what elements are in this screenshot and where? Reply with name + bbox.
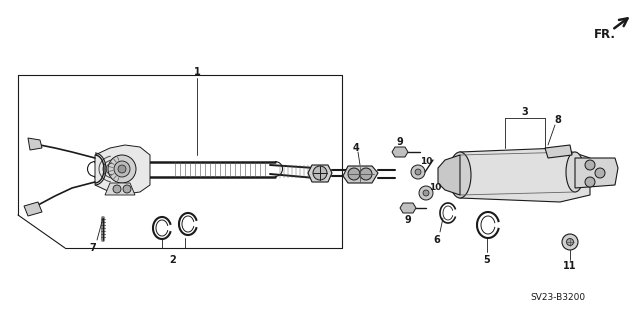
- Text: 8: 8: [555, 115, 561, 125]
- Text: 4: 4: [353, 143, 360, 153]
- Circle shape: [585, 177, 595, 187]
- Polygon shape: [308, 165, 332, 182]
- Polygon shape: [575, 158, 618, 188]
- Polygon shape: [24, 202, 42, 216]
- Text: 7: 7: [90, 243, 97, 253]
- Polygon shape: [392, 147, 408, 157]
- Text: 6: 6: [434, 235, 440, 245]
- Circle shape: [423, 190, 429, 196]
- Circle shape: [108, 155, 136, 183]
- Text: 5: 5: [484, 255, 490, 265]
- Polygon shape: [105, 183, 135, 195]
- Text: 11: 11: [563, 261, 577, 271]
- Text: FR.: FR.: [594, 27, 616, 41]
- Circle shape: [411, 165, 425, 179]
- Text: 3: 3: [522, 107, 529, 117]
- Text: 9: 9: [397, 137, 403, 147]
- Circle shape: [562, 234, 578, 250]
- Circle shape: [415, 169, 421, 175]
- Ellipse shape: [566, 152, 584, 192]
- Circle shape: [118, 165, 126, 173]
- Text: SV23-B3200: SV23-B3200: [531, 293, 586, 302]
- Circle shape: [360, 168, 372, 180]
- Text: 1: 1: [194, 67, 200, 77]
- Text: 2: 2: [170, 255, 177, 265]
- Polygon shape: [400, 203, 416, 213]
- Polygon shape: [343, 166, 378, 183]
- Circle shape: [114, 161, 130, 177]
- Circle shape: [123, 185, 131, 193]
- Text: 10: 10: [429, 183, 441, 192]
- Circle shape: [348, 168, 360, 180]
- Polygon shape: [28, 138, 42, 150]
- Polygon shape: [95, 145, 150, 194]
- Circle shape: [113, 185, 121, 193]
- Circle shape: [313, 166, 327, 180]
- Text: 10: 10: [420, 158, 432, 167]
- Polygon shape: [445, 148, 590, 202]
- Circle shape: [595, 168, 605, 178]
- Circle shape: [585, 160, 595, 170]
- Text: 9: 9: [404, 215, 412, 225]
- Circle shape: [419, 186, 433, 200]
- Circle shape: [566, 239, 573, 246]
- Ellipse shape: [449, 152, 471, 198]
- Polygon shape: [438, 155, 460, 195]
- Polygon shape: [545, 145, 572, 158]
